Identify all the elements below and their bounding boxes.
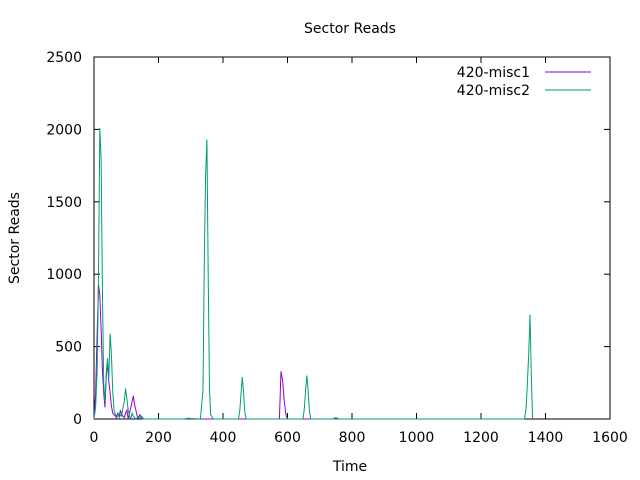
x-tick-label: 1400 (528, 430, 564, 446)
plot-border (93, 56, 611, 420)
x-tick-label: 1600 (592, 430, 628, 446)
legend-label: 420-misc1 (457, 65, 530, 81)
y-axis-label: Sector Reads (7, 192, 23, 284)
x-tick-label: 200 (145, 430, 172, 446)
legend: 420-misc1 420-misc2 (457, 65, 591, 99)
x-tick-label: 400 (210, 430, 237, 446)
series-line-420-misc2 (93, 127, 534, 421)
series-line-420-misc1 (93, 284, 340, 421)
y-tick-label: 1500 (46, 195, 82, 211)
y-axis: 0 500 1000 1500 2000 2500 (46, 50, 610, 428)
y-tick-label: 2000 (46, 122, 82, 138)
chart-title: Sector Reads (304, 21, 396, 37)
y-tick-label: 1000 (46, 267, 82, 283)
x-axis: 0 200 400 600 800 1000 1200 1400 1600 (90, 57, 628, 446)
x-tick-label: 1000 (399, 430, 435, 446)
x-tick-label: 0 (90, 430, 99, 446)
x-tick-label: 1200 (463, 430, 499, 446)
x-axis-label: Time (332, 459, 367, 475)
y-tick-label: 2500 (46, 50, 82, 66)
series-lines (93, 127, 534, 421)
x-tick-label: 600 (274, 430, 301, 446)
y-tick-label: 500 (55, 340, 82, 356)
y-tick-label: 0 (73, 412, 82, 428)
legend-label: 420-misc2 (457, 83, 530, 99)
x-tick-label: 800 (339, 430, 366, 446)
